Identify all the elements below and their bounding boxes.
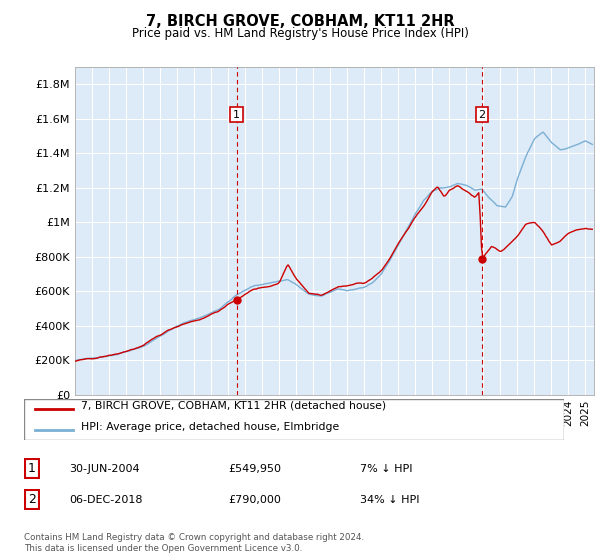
Text: £790,000: £790,000 [228, 494, 281, 505]
Text: 30-JUN-2004: 30-JUN-2004 [69, 464, 140, 474]
Text: 06-DEC-2018: 06-DEC-2018 [69, 494, 143, 505]
Text: 1: 1 [233, 110, 240, 120]
Text: 7% ↓ HPI: 7% ↓ HPI [360, 464, 413, 474]
Text: £549,950: £549,950 [228, 464, 281, 474]
Text: 7, BIRCH GROVE, COBHAM, KT11 2HR: 7, BIRCH GROVE, COBHAM, KT11 2HR [146, 14, 454, 29]
Text: HPI: Average price, detached house, Elmbridge: HPI: Average price, detached house, Elmb… [80, 422, 339, 432]
Text: 1: 1 [28, 462, 36, 475]
Text: 34% ↓ HPI: 34% ↓ HPI [360, 494, 419, 505]
Text: 2: 2 [478, 110, 485, 120]
Text: 2: 2 [28, 493, 36, 506]
Text: 7, BIRCH GROVE, COBHAM, KT11 2HR (detached house): 7, BIRCH GROVE, COBHAM, KT11 2HR (detach… [80, 400, 386, 410]
Text: Price paid vs. HM Land Registry's House Price Index (HPI): Price paid vs. HM Land Registry's House … [131, 27, 469, 40]
Text: Contains HM Land Registry data © Crown copyright and database right 2024.
This d: Contains HM Land Registry data © Crown c… [24, 533, 364, 553]
